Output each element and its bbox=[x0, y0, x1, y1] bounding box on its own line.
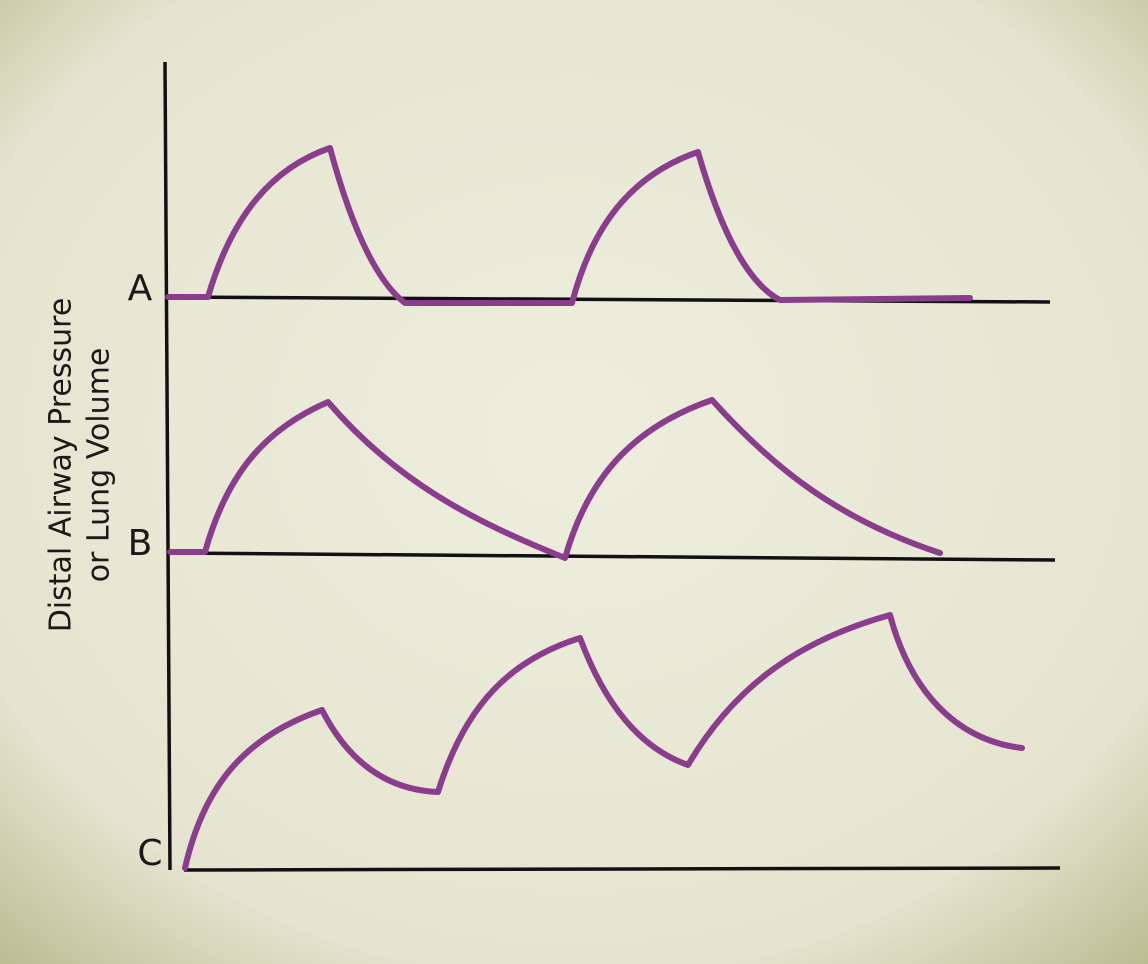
baseline bbox=[183, 866, 1061, 872]
panel-label: A bbox=[128, 268, 153, 309]
y-axis-label-group: Distal Airway Pressure or Lung Volume bbox=[44, 298, 117, 633]
baseline bbox=[167, 551, 1056, 562]
vertical-axis bbox=[163, 61, 172, 871]
panel-label: B bbox=[128, 523, 153, 564]
pressure-curve bbox=[165, 145, 973, 306]
panel-label: C bbox=[137, 833, 162, 874]
pressure-curve bbox=[182, 612, 1025, 871]
pressure-curve bbox=[167, 397, 943, 561]
y-axis-label: or Lung Volume bbox=[82, 348, 117, 583]
y-axis-label: Distal Airway Pressure bbox=[44, 298, 79, 633]
